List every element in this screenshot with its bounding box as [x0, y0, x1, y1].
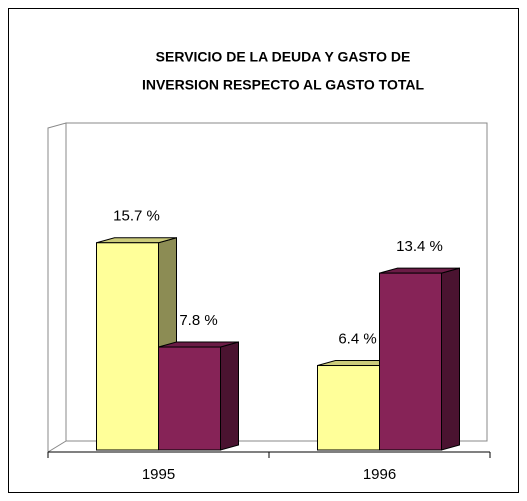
bar-side	[220, 341, 239, 451]
data-label: 7.8 %	[179, 312, 217, 329]
chart-title: SERVICIO DE LA DEUDA Y GASTO DE	[156, 49, 411, 65]
data-label: 13.4 %	[396, 238, 443, 255]
x-tick-label: 1996	[363, 466, 396, 483]
chart-title: INVERSION RESPECTO AL GASTO TOTAL	[142, 77, 425, 93]
bar-side	[441, 267, 460, 451]
side-wall	[47, 122, 67, 453]
bar	[317, 365, 380, 451]
data-label: 6.4 %	[338, 330, 376, 347]
bar	[158, 346, 221, 451]
bar	[379, 272, 442, 451]
bar	[96, 242, 159, 451]
data-label: 15.7 %	[113, 208, 160, 225]
x-tick-label: 1995	[142, 466, 175, 483]
